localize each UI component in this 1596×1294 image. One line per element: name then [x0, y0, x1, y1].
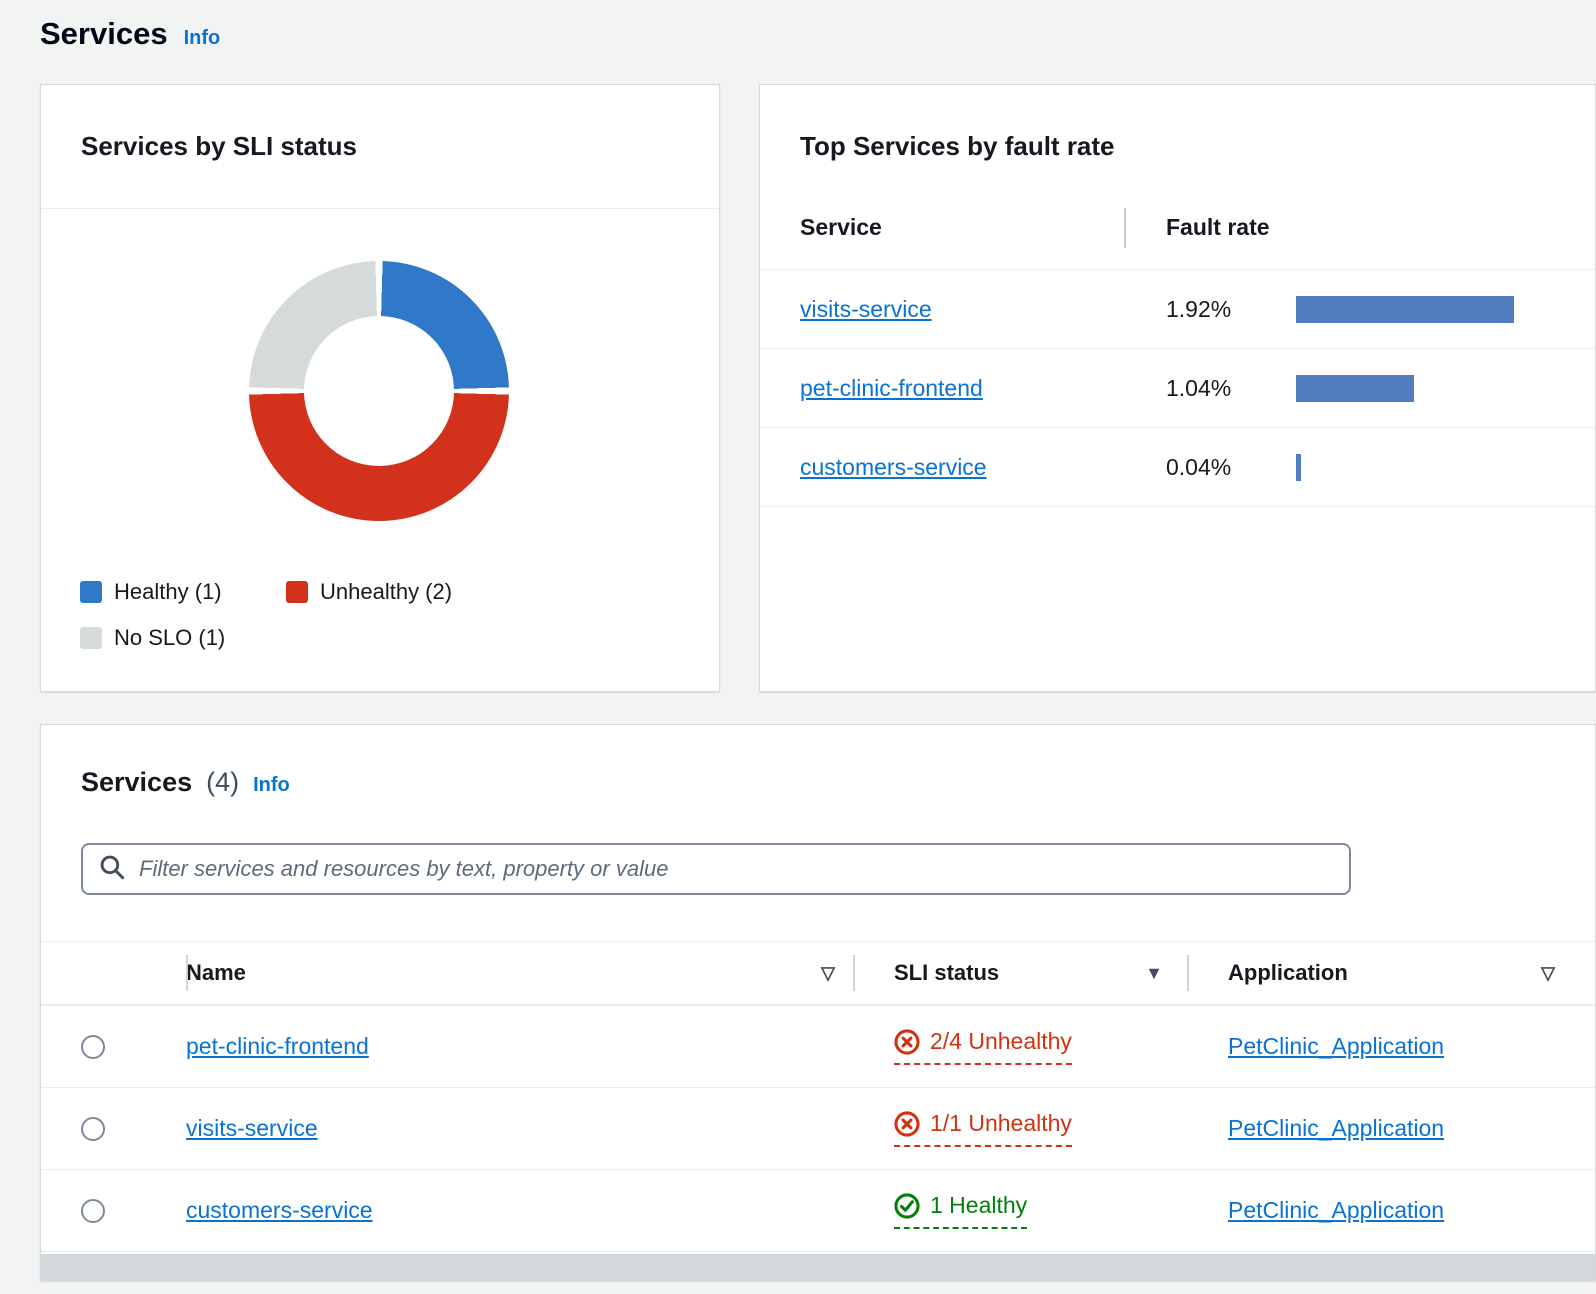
page-header: Services Info: [40, 16, 1596, 52]
sli-status[interactable]: 1/1 Unhealthy: [894, 1110, 1072, 1147]
sli-status[interactable]: 2/4 Unhealthy: [894, 1028, 1072, 1065]
fault-rate-bar: [1296, 295, 1514, 323]
sli-status-text: 2/4 Unhealthy: [930, 1028, 1072, 1054]
application-link[interactable]: PetClinic_Application: [1228, 1033, 1445, 1059]
service-name-link[interactable]: visits-service: [186, 1115, 318, 1141]
sli-donut-hole: [304, 316, 454, 466]
services-table-body: pet-clinic-frontend 2/4 Unhealthy PetCli…: [41, 1006, 1595, 1252]
fault-row: pet-clinic-frontend 1.04%: [760, 349, 1595, 428]
legend-label: Unhealthy (2): [320, 579, 453, 604]
sli-status-text: 1 Healthy: [930, 1192, 1028, 1218]
sort-icon-application[interactable]: ▽: [1541, 962, 1555, 983]
sli-donut-chart: [249, 261, 509, 521]
fault-rate-value: 1.92%: [1166, 295, 1232, 322]
error-status-icon: [894, 1110, 920, 1137]
fault-row: customers-service 0.04%: [760, 428, 1595, 507]
services-count: (4): [206, 767, 240, 797]
fault-row: visits-service 1.92%: [760, 270, 1595, 349]
service-link[interactable]: visits-service: [800, 295, 932, 322]
sli-legend: Healthy (1) Unhealthy (2) No SLO (1): [80, 579, 719, 651]
services-table-header: Services (4) Info: [41, 725, 1595, 798]
column-header-application[interactable]: Application ▽: [1187, 942, 1595, 1004]
services-table-title: Services: [81, 767, 193, 797]
service-link[interactable]: pet-clinic-frontend: [800, 374, 983, 401]
sli-status-card: Services by SLI status Healthy (1) Unhea…: [40, 84, 720, 692]
row-radio-button[interactable]: [81, 1198, 105, 1223]
sort-icon-name[interactable]: ▽: [821, 962, 835, 983]
fault-rate-value: 1.04%: [1166, 374, 1232, 401]
fault-table-body: visits-service 1.92% pet-clinic-frontend…: [760, 270, 1595, 507]
table-row: visits-service 1/1 Unhealthy PetClinic_A…: [41, 1088, 1595, 1170]
services-filter-input[interactable]: [137, 855, 1333, 883]
error-status-icon: [894, 1028, 920, 1055]
horizontal-scrollbar[interactable]: [41, 1254, 1595, 1280]
fault-card-header: Top Services by fault rate: [760, 85, 1595, 186]
services-table-card: Services (4) Info Name ▽ SLI status ▼: [40, 724, 1596, 1281]
fault-col-service: Service: [760, 186, 1126, 269]
sli-status-text: 1/1 Unhealthy: [930, 1110, 1072, 1136]
table-row: customers-service 1 Healthy PetClinic_Ap…: [41, 1170, 1595, 1252]
service-name-link[interactable]: pet-clinic-frontend: [186, 1033, 369, 1059]
page-title: Services: [40, 16, 168, 51]
legend-swatch: [80, 627, 102, 649]
legend-swatch: [286, 581, 308, 603]
legend-swatch: [80, 581, 102, 603]
fault-rate-bar: [1296, 374, 1415, 402]
sort-icon-sli-status[interactable]: ▼: [1145, 962, 1163, 983]
page-info-link[interactable]: Info: [183, 27, 221, 49]
fault-table-header: Service Fault rate: [760, 186, 1595, 270]
fault-rate-bar: [1296, 453, 1301, 481]
services-filter-box: [81, 843, 1351, 895]
legend-item-unhealthy: Unhealthy (2): [286, 579, 719, 605]
sli-status[interactable]: 1 Healthy: [894, 1192, 1028, 1229]
table-row: pet-clinic-frontend 2/4 Unhealthy PetCli…: [41, 1006, 1595, 1088]
legend-item-healthy: Healthy (1): [80, 579, 286, 605]
summary-cards-row: Services by SLI status Healthy (1) Unhea…: [40, 84, 1596, 692]
sli-card-header: Services by SLI status: [41, 85, 719, 209]
legend-item-no-slo: No SLO (1): [80, 625, 286, 651]
row-radio-button[interactable]: [81, 1116, 105, 1141]
fault-rate-value: 0.04%: [1166, 453, 1232, 480]
services-table-header-row: Name ▽ SLI status ▼ Application ▽: [41, 942, 1595, 1006]
sli-card-title: Services by SLI status: [81, 131, 358, 161]
legend-label: Healthy (1): [114, 579, 222, 604]
search-icon: [99, 854, 125, 885]
success-status-icon: [894, 1192, 920, 1219]
fault-rate-card: Top Services by fault rate Service Fault…: [759, 84, 1596, 692]
row-radio-button[interactable]: [81, 1034, 105, 1059]
fault-card-title: Top Services by fault rate: [800, 131, 1115, 161]
column-header-name[interactable]: Name ▽: [186, 942, 853, 1004]
legend-label: No SLO (1): [114, 625, 226, 650]
service-name-link[interactable]: customers-service: [186, 1197, 373, 1223]
services-info-link[interactable]: Info: [253, 774, 290, 796]
services-table: Name ▽ SLI status ▼ Application ▽ pet-cl…: [41, 941, 1595, 1252]
fault-col-rate: Fault rate: [1166, 214, 1270, 240]
application-link[interactable]: PetClinic_Application: [1228, 1115, 1445, 1141]
column-header-sli-status[interactable]: SLI status ▼: [853, 942, 1187, 1004]
service-link[interactable]: customers-service: [800, 453, 987, 480]
application-link[interactable]: PetClinic_Application: [1228, 1197, 1445, 1223]
